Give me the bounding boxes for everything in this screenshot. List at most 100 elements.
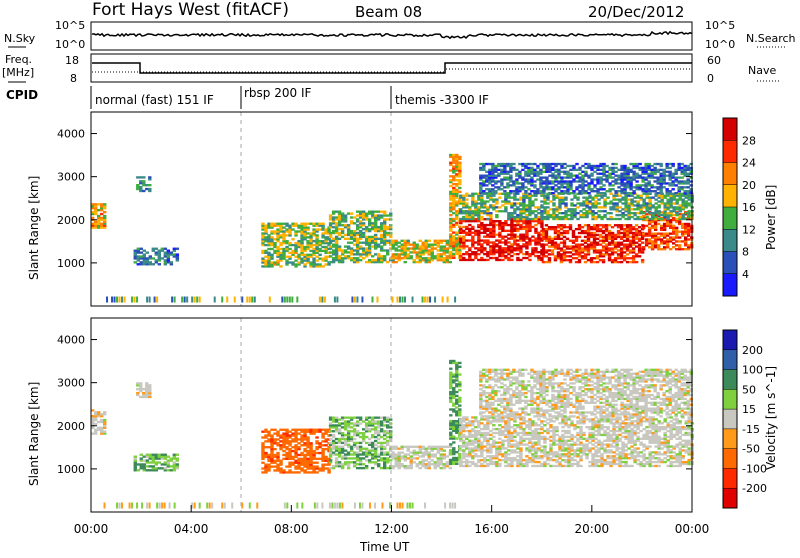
data-cell xyxy=(548,226,551,228)
data-cell xyxy=(615,214,618,216)
data-cell xyxy=(509,175,512,177)
data-cell xyxy=(474,251,477,253)
data-cell xyxy=(312,462,315,464)
data-cell xyxy=(154,297,156,303)
data-cell xyxy=(681,231,684,233)
data-cell xyxy=(452,387,455,389)
data-cell xyxy=(386,467,389,469)
data-cell xyxy=(596,176,599,178)
data-cell xyxy=(134,297,136,303)
data-cell xyxy=(555,206,558,208)
date-label: 20/Dec/2012 xyxy=(588,3,684,21)
data-cell xyxy=(321,246,324,248)
data-cell xyxy=(548,249,551,251)
data-cell xyxy=(465,459,468,461)
data-cell xyxy=(156,297,158,303)
data-cell xyxy=(291,462,294,464)
data-cell xyxy=(440,253,443,255)
data-cell xyxy=(483,224,486,226)
data-cell xyxy=(100,413,103,415)
data-cell xyxy=(674,192,677,194)
data-cell xyxy=(422,297,424,303)
data-cell xyxy=(566,171,569,173)
data-cell xyxy=(617,230,620,232)
data-cell xyxy=(465,210,468,212)
data-cell xyxy=(350,436,353,438)
data-cell xyxy=(365,422,368,424)
data-cell xyxy=(321,448,324,450)
data-cell xyxy=(671,163,674,165)
data-cell xyxy=(458,389,461,391)
data-cell xyxy=(329,417,332,419)
data-cell xyxy=(449,443,452,445)
data-cell xyxy=(300,444,303,446)
data-cell xyxy=(672,202,675,204)
data-cell xyxy=(279,242,282,244)
data-cell xyxy=(455,362,458,364)
data-cell xyxy=(383,430,386,432)
data-cell xyxy=(617,242,620,244)
data-cell xyxy=(449,420,452,422)
nave-axis-bottom: 0 xyxy=(707,72,714,85)
data-cell xyxy=(341,463,344,465)
colorbar-tick-label: 28 xyxy=(742,134,756,147)
data-cell xyxy=(294,259,297,261)
data-cell xyxy=(584,180,587,182)
data-cell xyxy=(630,198,633,200)
data-cell xyxy=(315,436,318,438)
data-cell xyxy=(477,259,480,261)
data-cell xyxy=(462,449,465,451)
data-cell xyxy=(648,246,651,248)
data-cell xyxy=(329,214,332,216)
data-cell xyxy=(452,165,455,167)
data-cell xyxy=(221,297,223,303)
data-cell xyxy=(443,453,446,455)
data-cell xyxy=(377,211,380,213)
data-cell xyxy=(611,180,614,182)
data-cell xyxy=(659,169,662,171)
data-cell xyxy=(674,169,677,171)
data-cell xyxy=(359,211,362,213)
data-cell xyxy=(639,204,642,206)
data-cell xyxy=(657,204,660,206)
data-cell xyxy=(309,223,312,225)
data-cell xyxy=(551,180,554,182)
data-cell xyxy=(321,265,324,267)
data-cell xyxy=(618,218,621,220)
data-cell xyxy=(551,238,554,240)
data-cell xyxy=(389,418,392,420)
data-cell xyxy=(100,203,103,205)
data-cell xyxy=(294,444,297,446)
data-cell xyxy=(462,424,465,426)
data-cell xyxy=(531,239,534,241)
data-cell xyxy=(513,234,516,236)
data-cell xyxy=(672,246,675,248)
data-cell xyxy=(674,176,677,178)
data-cell xyxy=(443,257,446,259)
data-cell xyxy=(300,429,303,431)
data-cell xyxy=(300,452,303,454)
data-cell xyxy=(605,190,608,192)
data-cell xyxy=(474,247,477,249)
data-cell xyxy=(309,471,312,473)
data-cell xyxy=(321,240,324,242)
data-cell xyxy=(486,228,489,230)
data-cell xyxy=(587,259,590,261)
data-cell xyxy=(149,255,152,257)
data-cell xyxy=(371,255,374,257)
data-cell xyxy=(452,235,455,237)
data-cell xyxy=(459,195,462,197)
data-cell xyxy=(572,245,575,247)
data-cell xyxy=(525,257,528,259)
data-cell xyxy=(380,442,383,444)
data-cell xyxy=(668,163,671,165)
data-cell xyxy=(386,226,389,228)
data-cell xyxy=(428,249,431,251)
data-cell xyxy=(371,461,374,463)
data-cell xyxy=(647,163,650,165)
data-cell xyxy=(668,171,671,173)
data-cell xyxy=(471,232,474,234)
data-cell xyxy=(270,230,273,232)
data-cell xyxy=(392,297,394,303)
data-cell xyxy=(402,297,404,303)
